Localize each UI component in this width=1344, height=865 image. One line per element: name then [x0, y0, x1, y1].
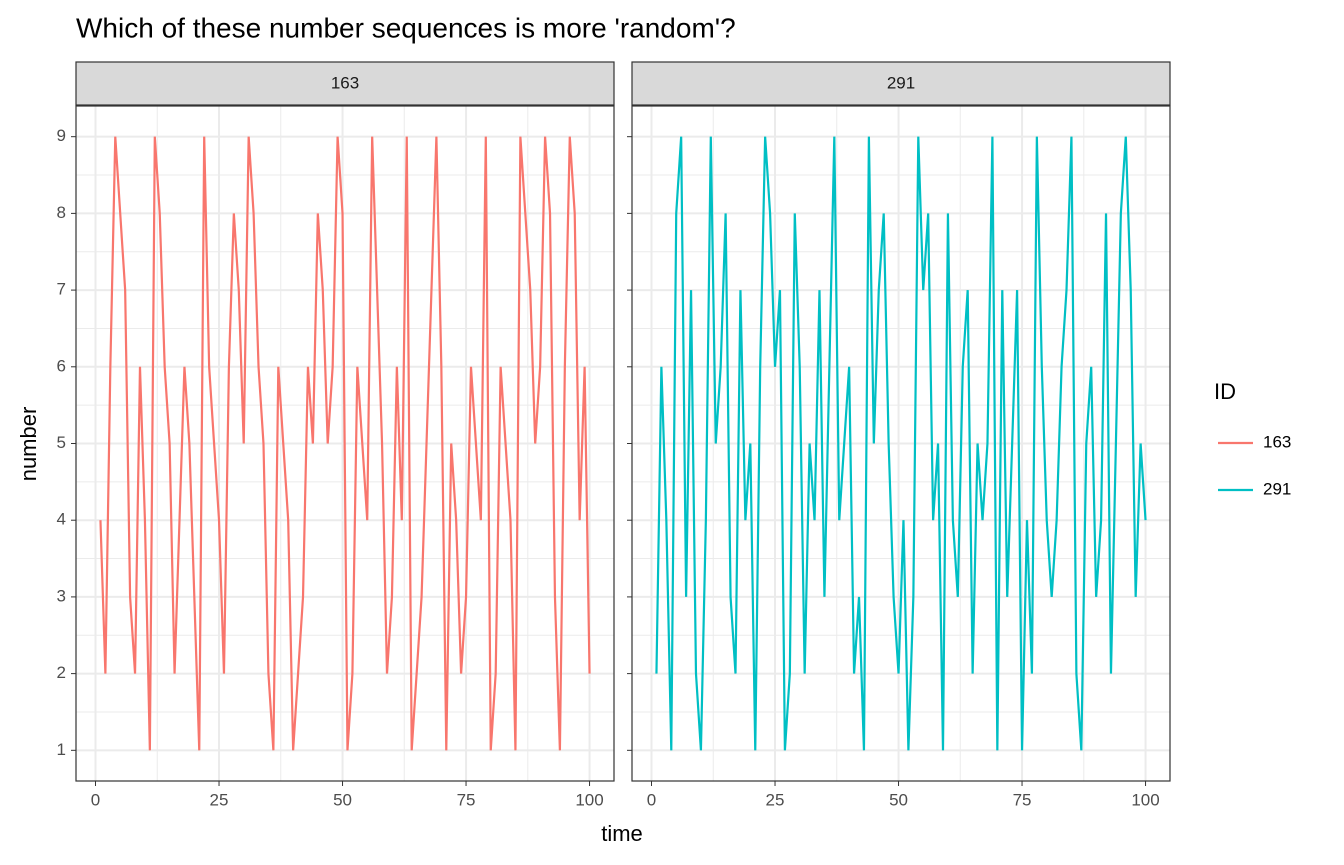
y-tick-label: 7 [57, 280, 66, 299]
x-tick-label: 50 [333, 790, 352, 809]
y-tick-label: 6 [57, 356, 66, 375]
x-tick-label: 0 [91, 790, 100, 809]
y-tick-label: 1 [57, 740, 66, 759]
panel-border [75, 105, 615, 782]
legend-title: ID [1214, 379, 1236, 404]
facet-label: 291 [887, 73, 915, 92]
x-tick-label: 25 [766, 790, 785, 809]
x-tick-label: 25 [210, 790, 229, 809]
y-tick-label: 9 [57, 126, 66, 145]
x-tick-label: 0 [647, 790, 656, 809]
legend-label: 291 [1263, 479, 1291, 498]
y-tick-label: 8 [57, 203, 66, 222]
x-axis-label: time [601, 821, 643, 846]
panel-border [631, 105, 1171, 782]
facet-strip [631, 61, 1171, 106]
x-tick-label: 50 [889, 790, 908, 809]
series-line [655, 136, 1147, 751]
facet-strip [75, 61, 615, 106]
facet-label: 163 [331, 73, 359, 92]
series-line [99, 136, 591, 751]
x-tick-label: 75 [1013, 790, 1032, 809]
x-tick-label: 75 [457, 790, 476, 809]
y-axis-label: number [16, 407, 41, 482]
y-tick-label: 2 [57, 663, 66, 682]
y-tick-label: 3 [57, 586, 66, 605]
x-tick-label: 100 [575, 790, 603, 809]
legend-label: 163 [1263, 432, 1291, 451]
x-tick-label: 100 [1131, 790, 1159, 809]
y-tick-label: 5 [57, 433, 66, 452]
y-tick-label: 4 [57, 510, 66, 529]
chart-title: Which of these number sequences is more … [76, 12, 736, 43]
